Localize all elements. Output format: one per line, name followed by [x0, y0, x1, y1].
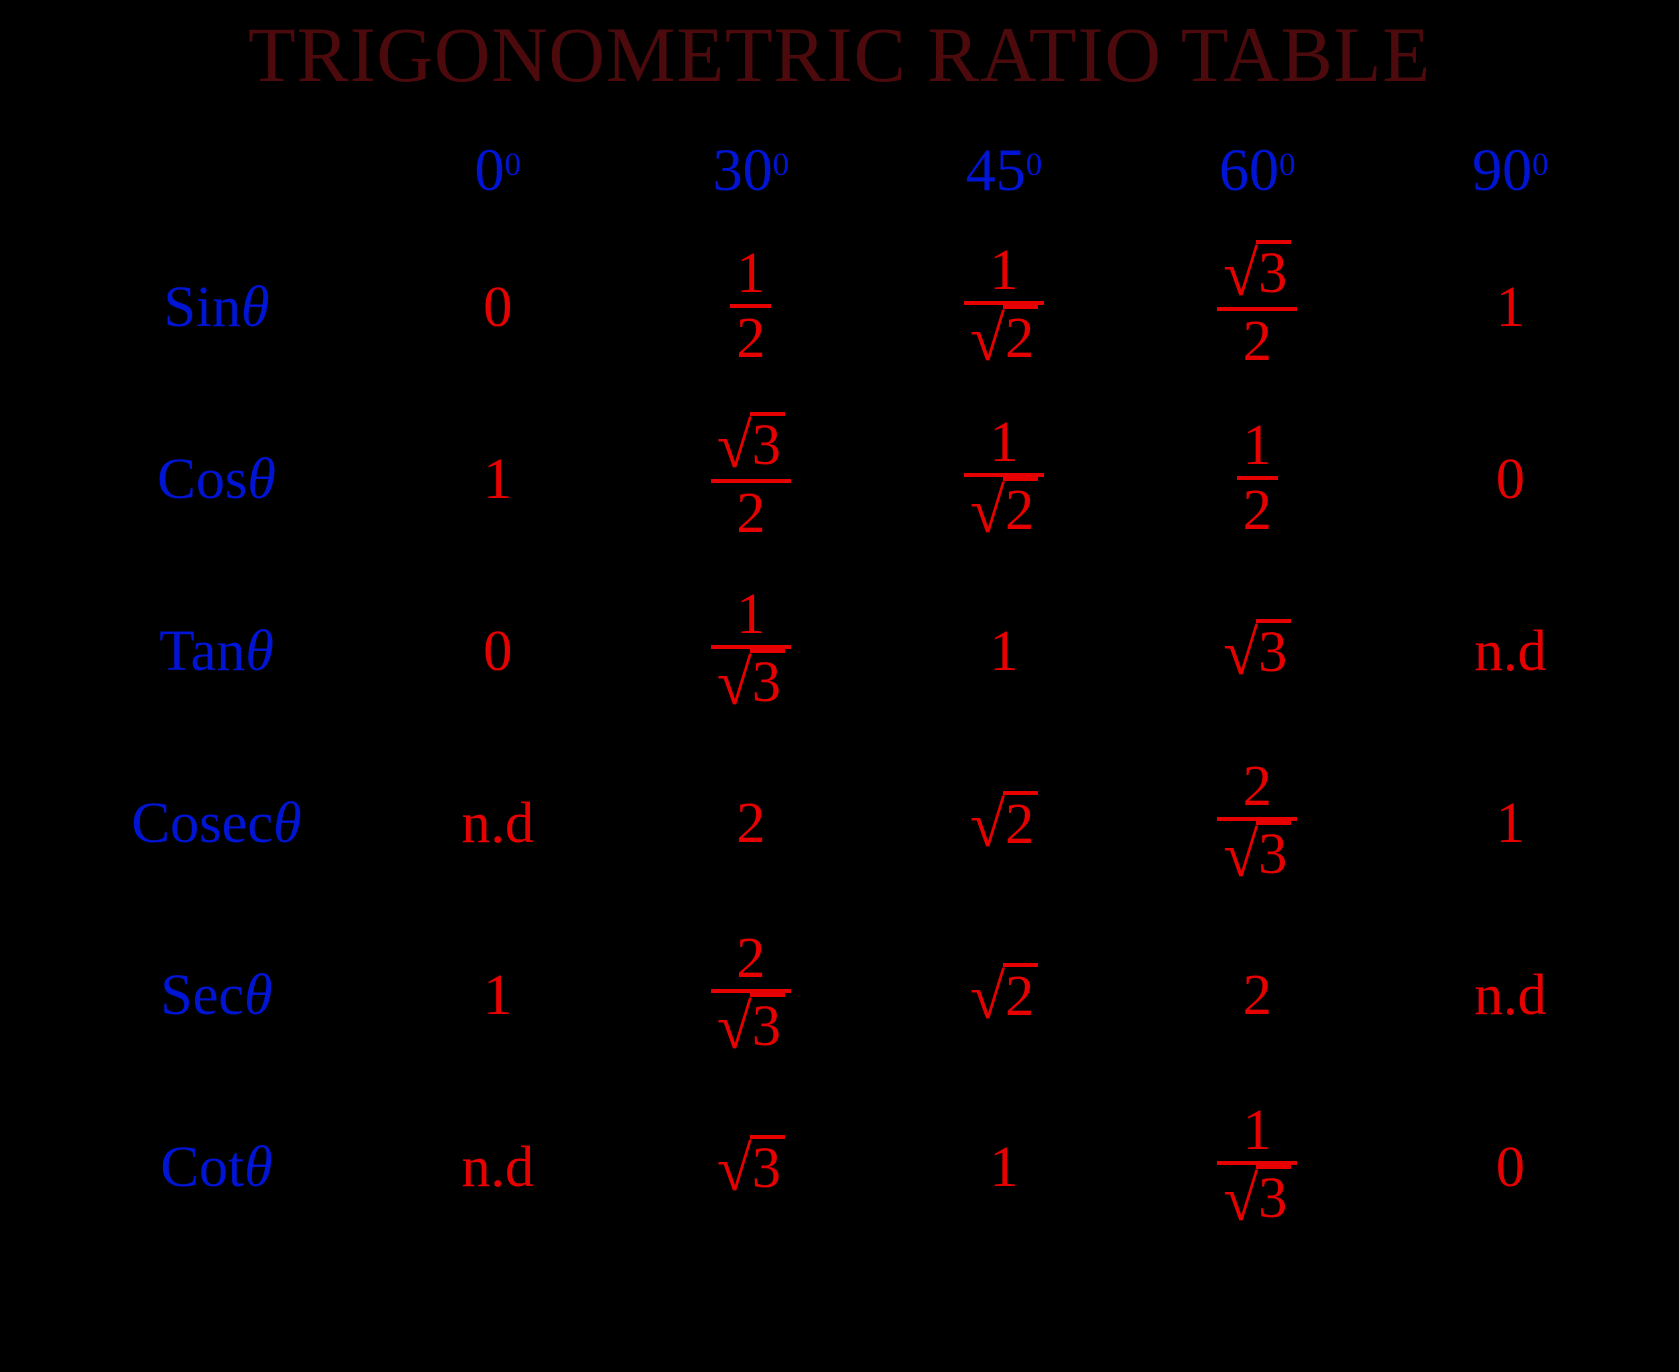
cell-sin-0: 0	[371, 220, 624, 392]
page-title: TRIGONOMETRIC RATIO TABLE	[248, 10, 1431, 100]
cell-cot-90: 0	[1384, 1080, 1637, 1252]
cell-tan-30: 1√3	[624, 564, 877, 736]
cell-cot-30: √3	[624, 1080, 877, 1252]
cell-sin-30: 12	[624, 220, 877, 392]
cell-cosec-60: 2√3	[1131, 736, 1384, 908]
row-label-cos: Cos θ	[42, 392, 371, 564]
cell-sec-90: n.d	[1384, 908, 1637, 1080]
cell-tan-60: √3	[1131, 564, 1384, 736]
cell-cos-90: 0	[1384, 392, 1637, 564]
cell-cot-45: 1	[877, 1080, 1130, 1252]
cell-sin-45: 1√2	[877, 220, 1130, 392]
cell-tan-45: 1	[877, 564, 1130, 736]
row-label-tan: Tan θ	[42, 564, 371, 736]
cell-tan-0: 0	[371, 564, 624, 736]
cell-cot-0: n.d	[371, 1080, 624, 1252]
angle-header-30: 300	[624, 120, 877, 220]
angle-header-90: 900	[1384, 120, 1637, 220]
row-label-cosec: Cosec θ	[42, 736, 371, 908]
cell-cosec-0: n.d	[371, 736, 624, 908]
cell-cos-45: 1√2	[877, 392, 1130, 564]
angle-header-0: 00	[371, 120, 624, 220]
cell-cos-60: 12	[1131, 392, 1384, 564]
row-label-sin: Sin θ	[42, 220, 371, 392]
cell-cot-60: 1√3	[1131, 1080, 1384, 1252]
angle-header-60: 600	[1131, 120, 1384, 220]
cell-sec-0: 1	[371, 908, 624, 1080]
cell-cosec-90: 1	[1384, 736, 1637, 908]
cell-cosec-30: 2	[624, 736, 877, 908]
row-label-sec: Sec θ	[42, 908, 371, 1080]
cell-cosec-45: √2	[877, 736, 1130, 908]
cell-sin-90: 1	[1384, 220, 1637, 392]
cell-cos-30: √32	[624, 392, 877, 564]
cell-tan-90: n.d	[1384, 564, 1637, 736]
cell-cos-0: 1	[371, 392, 624, 564]
cell-sin-60: √32	[1131, 220, 1384, 392]
cell-sec-60: 2	[1131, 908, 1384, 1080]
angle-header-45: 450	[877, 120, 1130, 220]
cell-sec-45: √2	[877, 908, 1130, 1080]
cell-sec-30: 2√3	[624, 908, 877, 1080]
header-empty	[42, 120, 371, 220]
trig-ratio-table: 00300450600900Sin θ0121√2√321Cos θ1√321√…	[42, 120, 1637, 1252]
row-label-cot: Cot θ	[42, 1080, 371, 1252]
